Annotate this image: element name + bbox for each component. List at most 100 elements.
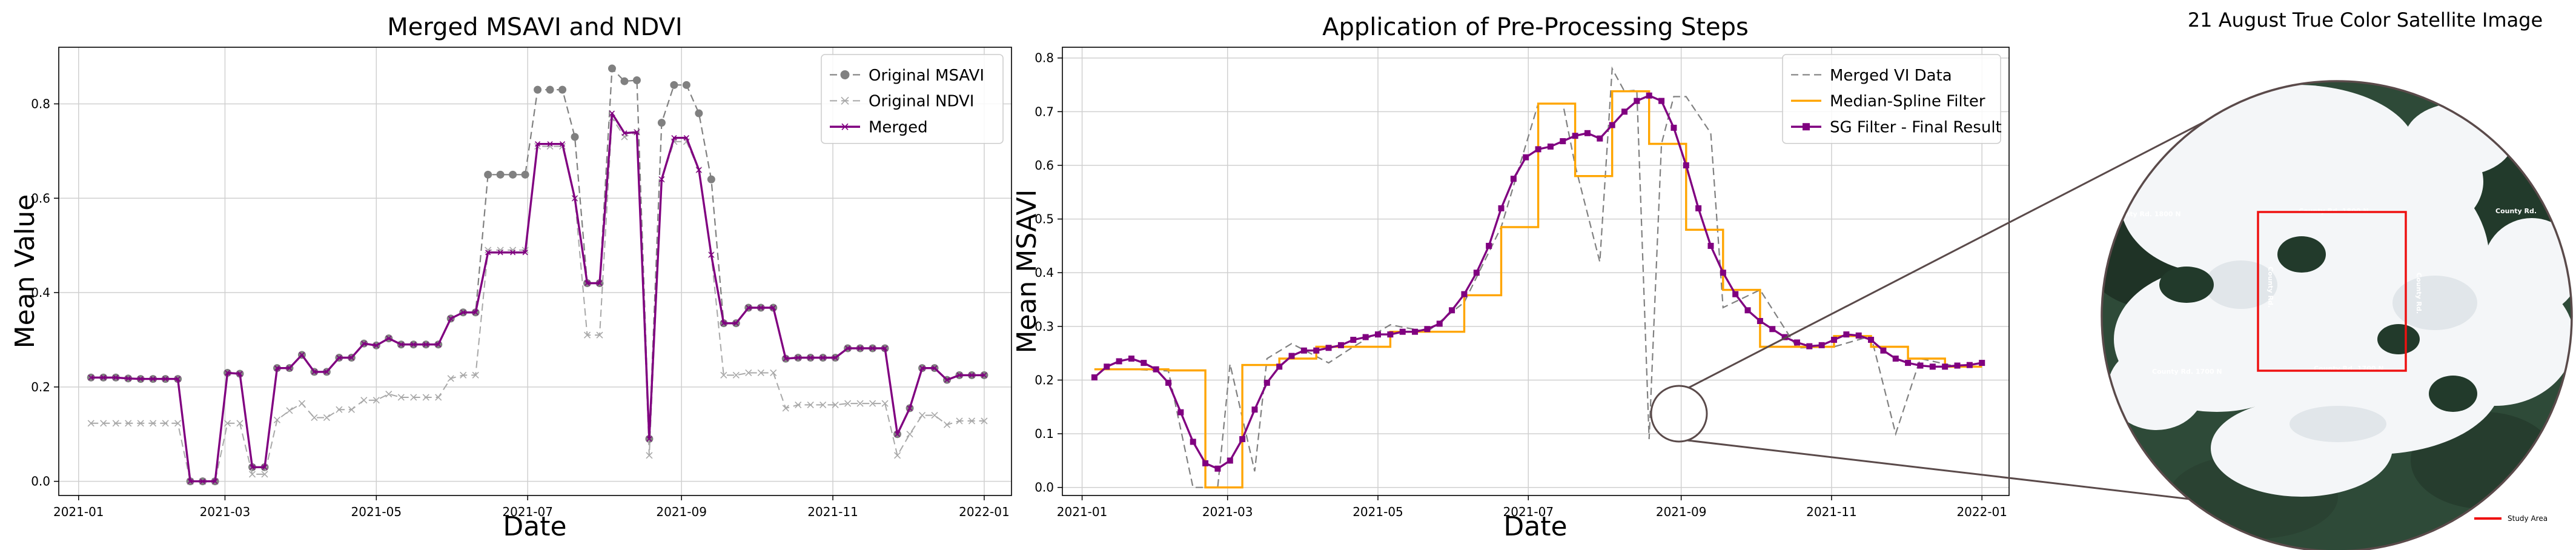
- data-point: [1707, 242, 1714, 249]
- data-point: [795, 354, 801, 361]
- data-point: [385, 390, 392, 398]
- data-point: [1498, 205, 1505, 211]
- data-point: [237, 371, 243, 377]
- data-point: [299, 352, 305, 358]
- data-point: [845, 345, 851, 351]
- data-point: [919, 365, 925, 371]
- data-point: [174, 420, 182, 427]
- data-point: [819, 401, 827, 409]
- data-point: [1942, 363, 1949, 370]
- data-point: [224, 369, 231, 376]
- data-point: [397, 394, 405, 401]
- x-tick-label: 2021-03: [1202, 505, 1253, 519]
- data-point: [1128, 356, 1134, 362]
- data-point: [1239, 436, 1246, 442]
- data-point: [584, 280, 591, 287]
- data-point: [262, 464, 268, 470]
- zoom-connector-bottom: [1687, 439, 2284, 511]
- y-tick-label: 0.0: [1035, 480, 1054, 495]
- legend-label: Original NDVI: [869, 93, 974, 111]
- data-point: [1905, 360, 1912, 366]
- data-point: [1769, 326, 1776, 333]
- data-point: [101, 374, 107, 380]
- data-point: [1658, 98, 1665, 104]
- data-point: [820, 354, 826, 361]
- chart1-series: [87, 64, 988, 486]
- data-point: [249, 464, 256, 470]
- data-point: [1362, 334, 1369, 340]
- x-tick-label: 2021-05: [351, 505, 402, 519]
- data-point: [1560, 138, 1566, 145]
- x-tick-label: 2022-01: [1956, 505, 2007, 519]
- y-tick-label: 0.4: [1035, 265, 1054, 280]
- data-point: [150, 420, 157, 427]
- data-point: [981, 372, 987, 378]
- data-point: [1276, 363, 1283, 370]
- data-point: [485, 250, 491, 256]
- data-point: [1375, 331, 1381, 338]
- data-point: [150, 376, 156, 382]
- chart2-series: [1091, 66, 1985, 489]
- x-tick-label: 2021-09: [656, 505, 707, 519]
- data-point: [1399, 328, 1406, 335]
- x-tick-label: 2021-11: [1806, 505, 1857, 519]
- data-point: [571, 133, 579, 141]
- data-point: [522, 250, 528, 256]
- data-point: [1177, 409, 1184, 416]
- data-point: [732, 371, 740, 379]
- legend-label: Merged VI Data: [1830, 67, 1952, 85]
- data-point: [1917, 362, 1924, 369]
- data-point: [608, 64, 616, 73]
- data-point: [931, 412, 938, 419]
- data-point: [1621, 108, 1628, 115]
- data-point: [1868, 336, 1875, 343]
- merged-chart: Merged MSAVI and NDVI 2021-01 2021-03 2021…: [10, 13, 1012, 542]
- satellite-image: County Rd. 1800 N County Rd. 1800 N Coun…: [2102, 81, 2572, 550]
- data-point: [298, 400, 306, 407]
- data-point: [1153, 366, 1159, 373]
- data-point: [1486, 242, 1492, 249]
- data-point: [733, 320, 739, 326]
- data-point: [1855, 332, 1862, 339]
- data-point: [1634, 98, 1640, 104]
- data-point: [311, 414, 318, 422]
- data-point: [646, 436, 652, 442]
- data-point: [620, 77, 629, 85]
- legend-label: SG Filter - Final Result: [1830, 119, 2002, 137]
- data-point: [286, 407, 293, 414]
- data-point: [1572, 133, 1578, 139]
- chart1-xlabel: Date: [503, 511, 566, 542]
- x-tick-label: 2021-03: [200, 505, 251, 519]
- data-point: [1757, 317, 1763, 324]
- data-point: [175, 376, 181, 382]
- data-point: [721, 320, 727, 326]
- y-tick-label: 0.2: [1035, 373, 1054, 387]
- data-point: [311, 369, 317, 375]
- data-point: [1190, 439, 1196, 445]
- legend-label: Merged: [869, 119, 928, 137]
- data-point: [422, 394, 429, 401]
- data-point: [1929, 363, 1936, 370]
- data-point: [671, 134, 677, 141]
- data-point: [200, 479, 206, 485]
- y-tick-label: 0.5: [1035, 212, 1054, 227]
- data-point: [609, 110, 615, 116]
- data-point: [1227, 457, 1233, 464]
- data-point: [746, 305, 752, 311]
- data-point: [137, 376, 144, 382]
- data-point: [596, 331, 603, 339]
- data-point: [1609, 122, 1615, 128]
- data-point: [682, 81, 690, 89]
- data-point: [212, 479, 218, 485]
- data-point: [657, 119, 666, 127]
- study-area-legend-label: Study Area: [2508, 514, 2548, 523]
- data-point: [87, 420, 94, 427]
- road-label: County Rd.: [2415, 273, 2423, 314]
- data-point: [1461, 291, 1468, 297]
- data-point: [112, 420, 119, 427]
- x-tick-label: 2021-09: [1656, 505, 1707, 519]
- data-point: [273, 416, 281, 423]
- legend-box: [1782, 54, 2001, 144]
- x-tick-label: 2021-01: [53, 505, 104, 519]
- data-point: [559, 141, 566, 147]
